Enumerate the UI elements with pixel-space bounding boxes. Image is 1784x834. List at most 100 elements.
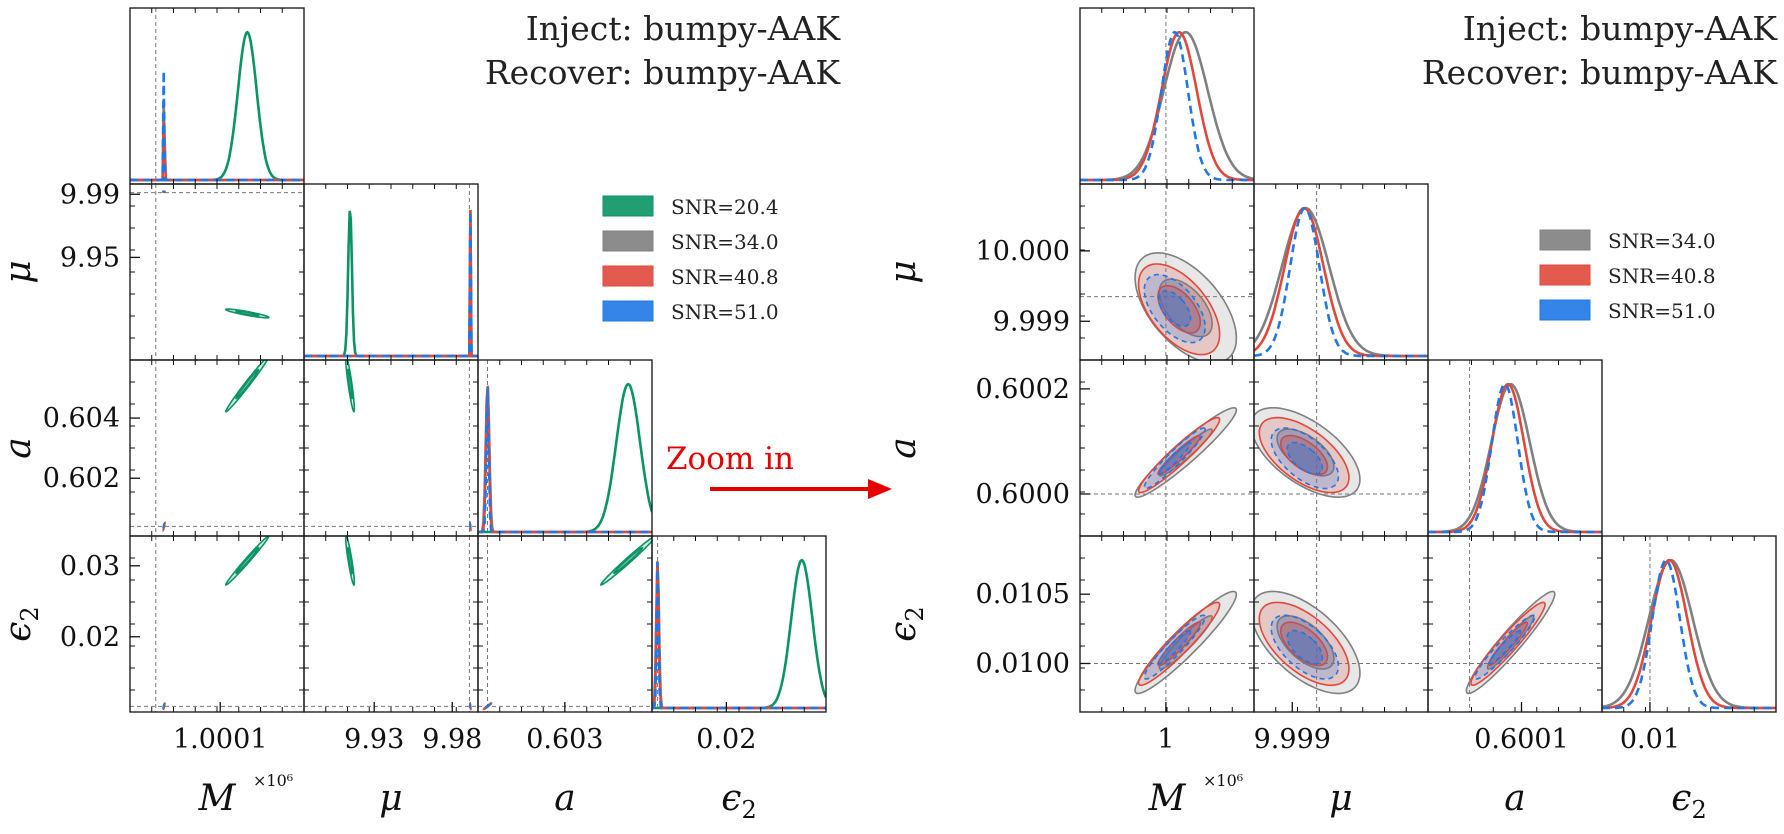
contour-snr-51-0-level-2 [485, 704, 490, 709]
corner-plot-right: 1 M 9.999 μ 0.6001 a 0.01 ϵ2 ×10⁶ 10.000 9.999 μ 0.6… [883, 7, 1779, 824]
zoom-annotation: Zoom in [666, 441, 892, 499]
contour-snr-51-0-level-1 [1270, 614, 1340, 680]
panel-content [478, 360, 652, 536]
tick-label-y: 10.000 [976, 236, 1070, 267]
panel-2-vs- [303, 535, 479, 713]
tick-label-y: 0.03 [60, 551, 120, 582]
panel-2-vs- [1253, 535, 1429, 713]
panel--vs- [303, 183, 479, 361]
axis-label-a: a [883, 437, 924, 458]
tick-label-y: 0.6002 [976, 374, 1070, 405]
contour-snr-20-4-level-2 [235, 310, 260, 317]
legend-label-snr-40-8: SNR=40.8 [1608, 264, 1716, 288]
panel-2-vs-m [129, 535, 305, 713]
title-line-1: Inject: bumpy-AAK [526, 9, 842, 48]
marginal-snr-51-0 [304, 211, 478, 358]
marginal-snr-51-0 [652, 562, 826, 710]
axis-label-: μ [0, 260, 39, 283]
panel-a-vs-a [1427, 359, 1603, 537]
panel-frame [1079, 535, 1255, 713]
axis-label-2: ϵ2 [0, 606, 44, 641]
tick-label-x: 1 [1157, 724, 1174, 755]
axis-label-a: a [554, 778, 575, 819]
marginal-snr-20-4 [304, 210, 478, 358]
legend-swatch-snr-34-0 [1539, 229, 1591, 251]
panel-content [1080, 536, 1254, 712]
legend-swatch-snr-40-8 [1539, 264, 1591, 286]
legend-label-snr-40-8: SNR=40.8 [671, 265, 779, 289]
tick-label-y: 0.602 [43, 463, 120, 494]
contour-snr-51-0-level-2 [1158, 441, 1192, 475]
contour-snr-34-0-level-1 [1254, 590, 1361, 695]
panel-a-vs-a [477, 359, 653, 537]
contour-snr-51-0-level-2 [1158, 629, 1192, 665]
contour-snr-20-4-level-2 [235, 368, 260, 400]
contour-snr-40-8-level-1 [1258, 601, 1350, 687]
legend-label-snr-51-0: SNR=51.0 [671, 300, 779, 324]
contour-snr-51-0-level-2 [1286, 441, 1324, 475]
marginal-snr-34-0 [478, 385, 652, 534]
tick-label-y: 9.95 [60, 242, 120, 273]
contour-snr-34-0-level-1 [1254, 406, 1361, 499]
legend-label-snr-34-0: SNR=34.0 [671, 230, 779, 254]
marginal-snr-40-8 [1254, 206, 1428, 358]
panel-content [1254, 360, 1428, 536]
panel-a-vs-m [129, 359, 305, 537]
panel-content [304, 536, 478, 712]
title-line-2: Recover: bumpy-AAK [1422, 53, 1779, 92]
panel-content [1428, 360, 1602, 536]
tick-label-x: 9.999 [1254, 724, 1331, 755]
panel-content [1254, 536, 1428, 712]
contour-snr-51-0-level-2 [162, 704, 165, 710]
panel-a-vs- [1253, 359, 1429, 537]
panel--vs-m [129, 183, 305, 361]
panel--vs-m [1079, 183, 1255, 361]
contour-snr-20-4-level-2 [346, 546, 354, 576]
axis-label-: μ [1329, 778, 1352, 819]
legend-label-snr-51-0: SNR=51.0 [1608, 299, 1716, 323]
contour-snr-51-0-level-2 [1286, 629, 1324, 665]
marginal-snr-34-0 [652, 561, 826, 710]
marginal-snr-34-0 [304, 209, 478, 358]
panel-2-vs-2 [651, 535, 827, 713]
marginal-snr-34-0 [1602, 558, 1776, 710]
contour-snr-51-0-level-2 [1488, 629, 1522, 665]
contour-snr-20-4-level-2 [346, 368, 354, 400]
tick-label-x: 0.603 [526, 724, 603, 755]
panel-content [130, 8, 304, 184]
zoom-arrow-head [868, 479, 892, 499]
tick-label-y: 0.0105 [976, 579, 1070, 610]
panel-content [1080, 360, 1254, 536]
panel-2-vs-a [1427, 535, 1603, 713]
panel-content [304, 184, 478, 360]
tick-label-x: 0.01 [1620, 724, 1680, 755]
panel-content [130, 536, 304, 712]
panel-2-vs-2 [1601, 535, 1777, 713]
legend-swatch-snr-40-8 [602, 265, 654, 287]
contour-snr-51-0-level-2 [162, 524, 165, 529]
panel-2-vs-m [1079, 535, 1255, 713]
panel-a-vs- [303, 359, 479, 537]
marginal-snr-51-0 [1602, 558, 1776, 710]
legend-swatch-snr-51-0 [1539, 299, 1591, 321]
panel-a-vs-m [1079, 359, 1255, 537]
panel-frame [1079, 359, 1255, 537]
axis-label-a: a [1504, 778, 1525, 819]
panel-content [130, 184, 304, 360]
panel-m-vs-m [1079, 7, 1255, 185]
panel-content [1602, 536, 1776, 712]
multiplier-label: ×10⁶ [253, 771, 293, 790]
multiplier-label: ×10⁶ [1203, 771, 1243, 790]
panel-frame [303, 359, 479, 537]
axis-label-2: ϵ2 [883, 606, 929, 641]
contour-snr-34-0-level-1 [1465, 590, 1556, 695]
contour-snr-34-0-level-2 [1486, 614, 1535, 670]
zoom-label: Zoom in [666, 441, 794, 477]
tick-label-x: 0.6001 [1474, 724, 1568, 755]
marginal-snr-51-0 [1080, 30, 1254, 182]
axis-label-: μ [379, 778, 402, 819]
marginal-snr-20-4 [652, 558, 826, 710]
legend-swatch-snr-34-0 [602, 230, 654, 252]
axis-label-: μ [883, 260, 924, 283]
